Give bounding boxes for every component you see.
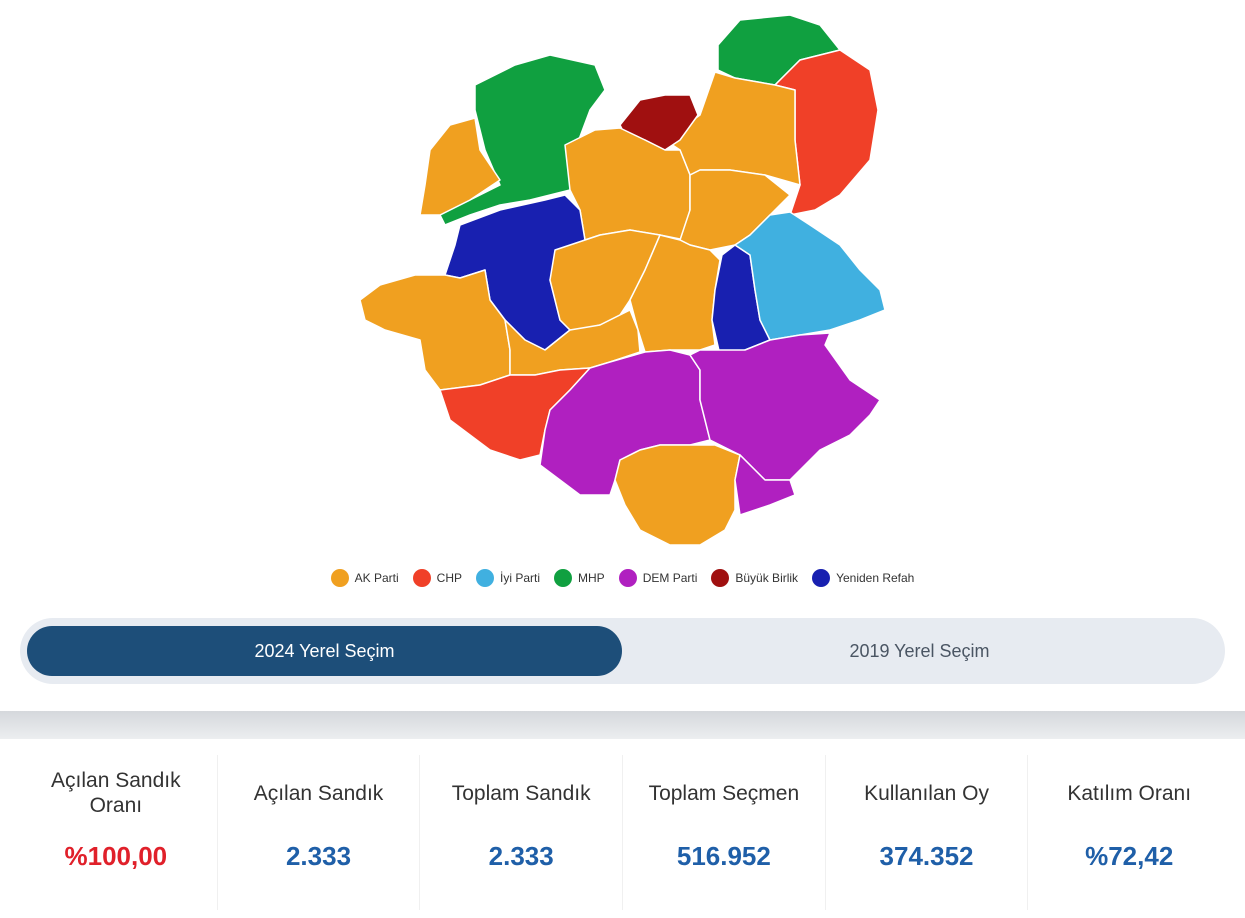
legend-label: Büyük Birlik — [735, 571, 799, 585]
map-legend: AK Parti CHP İyi Parti MHP DEM Parti Büyük Bi… — [0, 569, 1245, 587]
legend-item-yr: Yeniden Refah — [812, 569, 914, 587]
legend-label: MHP — [578, 571, 605, 585]
stat-votes-cast: Kullanılan Oy 374.352 — [826, 755, 1029, 910]
legend-item-mhp: MHP — [554, 569, 605, 587]
stat-value: %100,00 — [64, 841, 168, 871]
district-map — [359, 14, 886, 546]
stat-value: 2.333 — [285, 841, 352, 871]
legend-swatch — [476, 569, 494, 587]
stat-opened-ballot-rate: Açılan Sandık Oranı %100,00 — [15, 755, 218, 910]
district[interactable] — [359, 269, 511, 391]
stat-opened-ballots: Açılan Sandık 2.333 — [218, 755, 421, 910]
district[interactable] — [419, 117, 501, 216]
district[interactable] — [689, 332, 881, 481]
legend-label: DEM Parti — [642, 571, 698, 585]
legend-item-chp: CHP — [412, 569, 462, 587]
legend-swatch — [711, 569, 730, 587]
stat-turnout-rate: Katılım Oranı %72,42 — [1028, 755, 1230, 910]
stat-label: Toplam Seçmen — [648, 781, 800, 805]
stat-value: %72,42 — [1085, 841, 1174, 871]
stat-value: 2.333 — [488, 841, 554, 871]
tab-2019-election[interactable]: 2019 Yerel Seçim — [849, 640, 990, 661]
legend-swatch — [330, 569, 349, 587]
stat-label: Açılan Sandık — [253, 781, 384, 805]
legend-swatch — [618, 569, 637, 587]
stat-label: Katılım Oranı — [1067, 781, 1192, 805]
stat-label: Kullanılan Oy — [864, 781, 989, 805]
stats-row: Açılan Sandık Oranı %100,00 Açılan Sandık… — [15, 755, 1230, 910]
legend-item-bbp: Büyük Birlik — [711, 569, 798, 587]
district[interactable] — [629, 234, 721, 353]
district[interactable] — [734, 454, 796, 516]
legend-item-ak: AK Parti — [330, 569, 399, 587]
legend-swatch — [554, 569, 573, 587]
stat-label: Toplam Sandık — [451, 781, 591, 805]
district[interactable] — [734, 211, 886, 341]
legend-swatch — [812, 569, 831, 587]
stat-total-voters: Toplam Seçmen 516.952 — [623, 755, 826, 910]
section-divider — [0, 711, 1245, 739]
election-year-toggle: 2024 Yerel Seçim 2019 Yerel Seçim — [20, 618, 1225, 684]
stat-value: 374.352 — [879, 841, 974, 871]
legend-label: İyi Parti — [500, 571, 541, 585]
legend-label: AK Parti — [354, 571, 399, 585]
legend-swatch — [412, 569, 431, 587]
district[interactable] — [614, 444, 741, 546]
stat-value: 516.952 — [676, 841, 771, 871]
tab-2024-election[interactable]: 2024 Yerel Seçim — [27, 626, 622, 676]
legend-item-dem: DEM Parti — [618, 569, 698, 587]
stat-total-ballots: Toplam Sandık 2.333 — [420, 755, 624, 910]
legend-label: Yeniden Refah — [836, 571, 915, 585]
legend-label: CHP — [436, 571, 462, 585]
stat-label: Açılan Sandık Oranı — [51, 769, 181, 817]
legend-item-iyi: İyi Parti — [476, 569, 540, 587]
